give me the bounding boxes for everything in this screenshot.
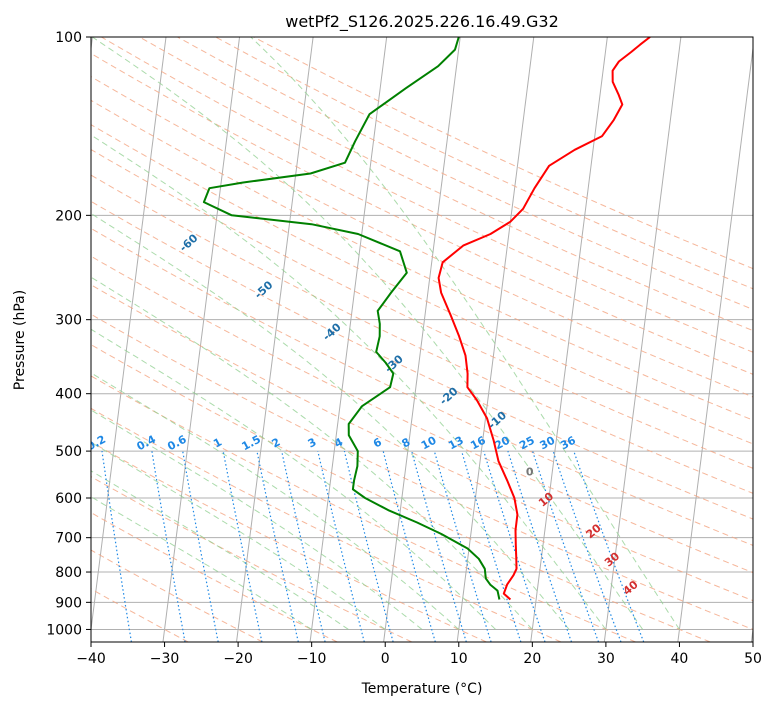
mixing-ratio-line [382, 450, 436, 642]
temperature-profile-line [437, 37, 651, 601]
x-tick-label: 10 [450, 651, 468, 667]
mixing-ratio-label: 13 [446, 434, 466, 453]
y-ticks: 100 200 300 400 500 600 700 800 900 1000 [46, 30, 91, 638]
mixing-ratio-label: 25 [517, 434, 537, 453]
dry-adiabat-line [91, 174, 753, 494]
moist-adiabat-line [91, 372, 460, 630]
plot-area: 0.10.20.40.611.52346810131620253036-100-… [91, 37, 753, 642]
background-lines [91, 37, 753, 642]
dry-adiabat-line [101, 37, 753, 353]
dry-adiabat-line [91, 200, 753, 520]
mixing-ratio-line [182, 450, 219, 642]
dry-adiabat-line [91, 99, 753, 421]
y-tick-label: 200 [55, 208, 82, 224]
isotherm-line [603, 37, 682, 642]
moist-adiabat-line [91, 470, 349, 630]
dry-adiabat-line [91, 52, 753, 375]
dry-adiabat-line [91, 313, 753, 630]
y-tick-label: 300 [55, 313, 82, 329]
mixing-ratio-line [461, 450, 522, 642]
dewpoint-profile-line [202, 37, 501, 600]
y-tick-label: 500 [55, 444, 82, 460]
mixing-ratio-label: 36 [558, 434, 578, 453]
y-tick-label: 100 [55, 30, 82, 46]
mixing-ratio-line [256, 450, 299, 642]
dry-adiabat-line [91, 512, 338, 642]
x-axis-label: Temperature (°C) [361, 681, 483, 697]
y-tick-label: 900 [55, 595, 82, 611]
moist-adiabat-line [91, 409, 423, 630]
mixing-ratio-label: 30 [538, 434, 558, 453]
mixing-ratio-line [101, 451, 132, 642]
dry-adiabat-line [91, 375, 636, 642]
dry-adiabat-line [91, 255, 753, 574]
moist-adiabat-line [92, 37, 644, 630]
dry-adiabat-line [91, 441, 487, 642]
mixing-ratio-label: 16 [468, 434, 488, 453]
chart-title: wetPf2_S126.2025.226.16.49.G32 [285, 12, 559, 32]
zero-isotherm-label: 0 [526, 466, 534, 479]
y-tick-label: 700 [55, 531, 82, 547]
series [202, 37, 651, 601]
mixing-ratio-line [483, 450, 546, 642]
isotherm-line [236, 37, 314, 642]
dry-adiabat-line [91, 407, 562, 642]
y-tick-label: 1000 [46, 622, 82, 638]
y-tick-label: 600 [55, 491, 82, 507]
mixing-ratio-label: 10 [419, 434, 439, 453]
grid-lines [91, 37, 753, 642]
moist-adiabat-line [91, 441, 386, 630]
dry-adiabat-line [177, 37, 753, 310]
mixing-ratio-line [507, 450, 573, 642]
isotherm-line [456, 37, 535, 642]
x-tick-label: 40 [671, 651, 689, 667]
x-tick-label: 50 [744, 651, 762, 667]
y-tick-label: 400 [55, 387, 82, 403]
dry-adiabat-line [91, 284, 753, 602]
y-tick-label: 800 [55, 565, 82, 581]
x-tick-label: −30 [150, 651, 180, 667]
x-tick-label: −20 [223, 651, 253, 667]
mixing-ratio-line [343, 450, 394, 642]
moist-adiabat-line [91, 134, 607, 630]
dry-adiabat-line [215, 37, 753, 290]
plot-frame [90, 36, 754, 643]
moist-adiabat-line [250, 37, 680, 630]
isotherm-line [383, 37, 461, 642]
isotherm-line [677, 44, 753, 642]
mixing-ratio-line [573, 450, 645, 642]
dry-adiabat-line [91, 344, 711, 642]
moist-adiabat-line [91, 328, 496, 630]
isotherm-line [91, 37, 167, 634]
x-tick-label: 20 [523, 651, 541, 667]
x-ticks: −40 −30 −20 −10 0 10 20 30 40 50 [76, 642, 762, 667]
dry-adiabat-line [91, 549, 263, 642]
x-tick-label: −40 [76, 651, 106, 667]
x-tick-label: 30 [597, 651, 615, 667]
x-tick-label: −10 [297, 651, 327, 667]
y-axis-label: Pressure (hPa) [12, 290, 28, 390]
mixing-ratio-line [532, 450, 600, 642]
mixing-ratio-line [552, 450, 622, 642]
mixing-ratio-label: 20 [492, 434, 512, 453]
mixing-ratio-line [222, 450, 263, 642]
mixing-ratio-line [281, 450, 326, 642]
isotherm-line [162, 37, 241, 642]
x-tick-label: 0 [381, 651, 390, 667]
dry-adiabat-line [91, 227, 753, 546]
mixing-ratio-line [433, 450, 492, 642]
moist-adiabat-line [91, 212, 570, 630]
mixing-ratio-line [411, 450, 467, 642]
mixing-ratio-line [317, 450, 365, 642]
dry-adiabat-line [91, 124, 753, 445]
